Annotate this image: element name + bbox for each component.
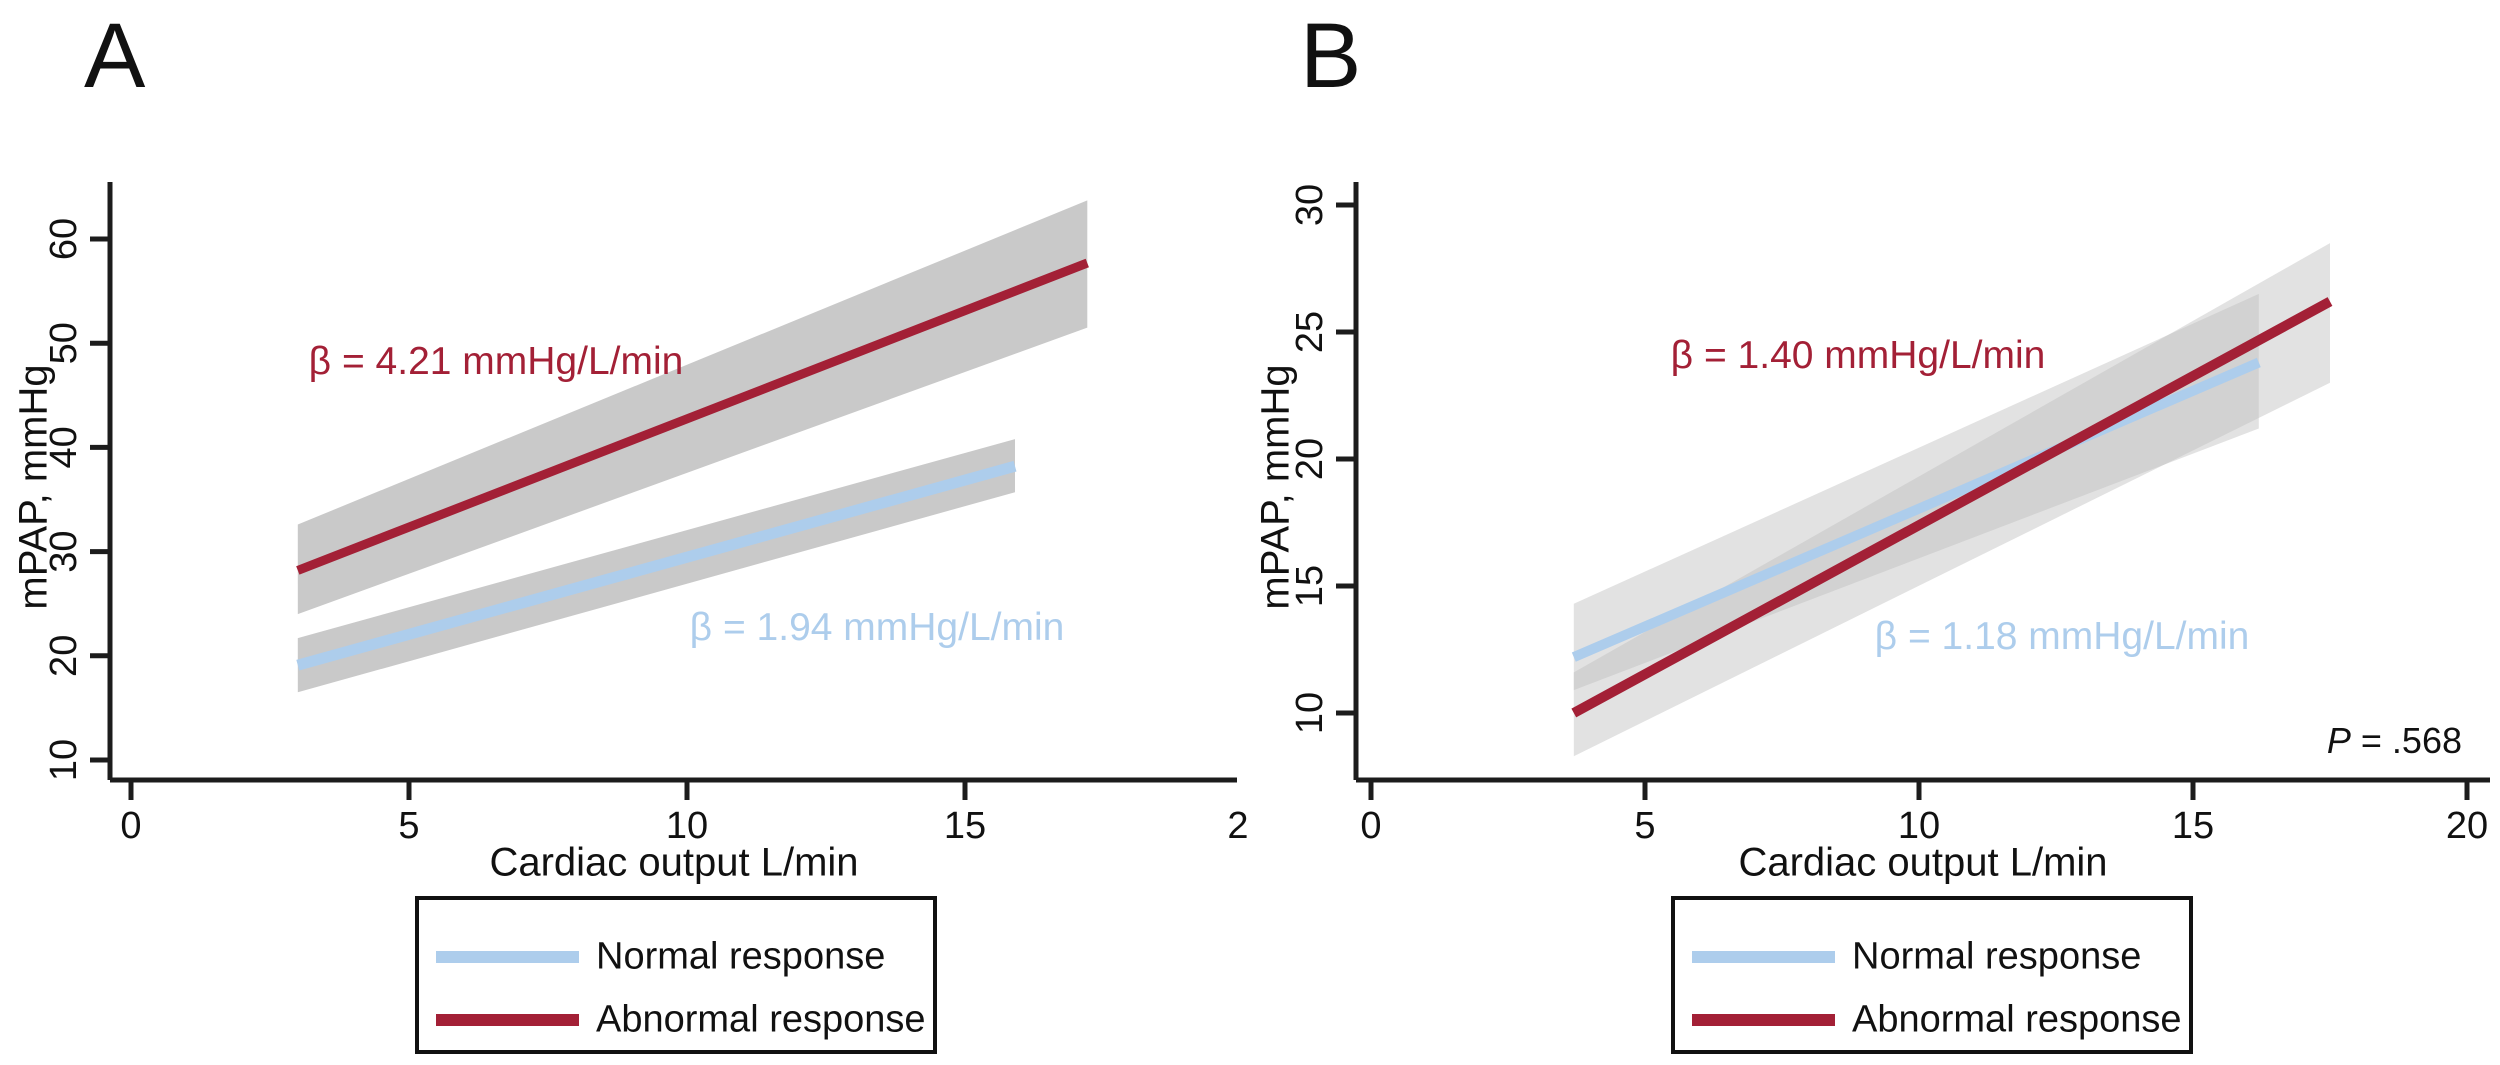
abnormal-response-swatch	[436, 1014, 579, 1026]
x-tick-label: 10	[1898, 805, 1940, 847]
regression-line-red	[296, 258, 1089, 575]
panel-b-abnormal-beta-annotation: β = 1.40 mmHg/L/min	[1670, 334, 2046, 377]
panel-b-p-value: P = .568	[2327, 720, 2462, 762]
y-tick-label: 30	[43, 530, 85, 572]
x-tick-label: 0	[1360, 805, 1381, 847]
legend-label: Normal response	[596, 935, 886, 978]
regression-line-red	[1571, 297, 2333, 718]
normal-response-swatch	[436, 951, 579, 963]
y-tick-label: 15	[1289, 565, 1331, 607]
x-tick-label: 5	[1634, 805, 1655, 847]
panel-b-letter: B	[1300, 5, 1364, 107]
y-tick-label: 40	[43, 426, 85, 468]
ci-band-red	[297, 200, 1088, 615]
x-tick-label: 0	[120, 805, 141, 847]
panel-b-normal-beta-annotation: β = 1.18 mmHg/L/min	[1874, 615, 2250, 658]
regression-line-blue	[1571, 357, 2261, 662]
legend-label: Abnormal response	[1852, 998, 2182, 1041]
regression-line-blue	[296, 460, 1017, 671]
panel-a-normal-beta-annotation: β = 1.94 mmHg/L/min	[689, 606, 1065, 649]
panel-a-abnormal-beta-annotation: β = 4.21 mmHg/L/min	[308, 340, 684, 383]
p-value-symbol: P	[2326, 720, 2351, 761]
panel-a-legend: Normal response Abnormal response	[415, 896, 937, 1054]
x-tick-label: 10	[666, 805, 708, 847]
y-tick-label: 20	[43, 635, 85, 677]
p-value-rest: = .568	[2350, 720, 2462, 761]
panel-a-y-axis-title: mPAP, mmHg	[11, 364, 56, 610]
x-tick-label: 15	[2172, 805, 2214, 847]
y-tick-label: 20	[1289, 438, 1331, 480]
panel-a-letter: A	[84, 5, 148, 107]
y-tick-label: 50	[43, 322, 85, 364]
panel-a-x-axis-title: Cardiac output L/min	[489, 840, 859, 885]
y-tick-label: 10	[43, 739, 85, 781]
ci-band-blue	[1573, 293, 2259, 691]
panel-b-x-axis-title: Cardiac output L/min	[1738, 840, 2108, 885]
x-tick-label: 15	[944, 805, 986, 847]
normal-response-swatch	[1692, 951, 1835, 963]
x-tick-label-partial: 2	[1227, 805, 1248, 847]
x-tick-label: 20	[2446, 805, 2488, 847]
panel-b-legend: Normal response Abnormal response	[1671, 896, 2193, 1054]
abnormal-response-swatch	[1692, 1014, 1835, 1026]
x-tick-label: 5	[398, 805, 419, 847]
y-tick-label: 60	[43, 218, 85, 260]
legend-label: Abnormal response	[596, 998, 926, 1041]
legend-label: Normal response	[1852, 935, 2142, 978]
y-tick-label: 30	[1289, 184, 1331, 226]
y-tick-label: 25	[1289, 311, 1331, 353]
panel-b-y-axis-title: mPAP, mmHg	[1253, 364, 1298, 610]
y-tick-label: 10	[1289, 692, 1331, 734]
